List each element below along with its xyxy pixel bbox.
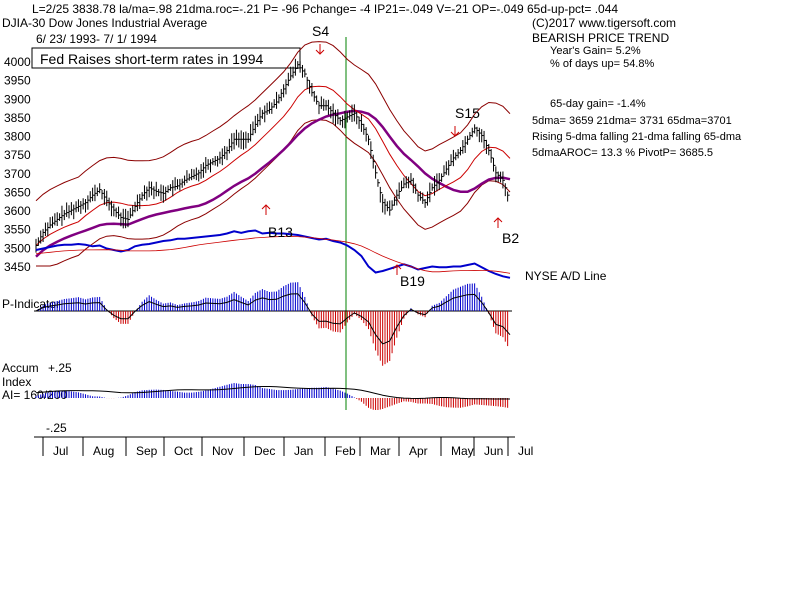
month-label: Dec xyxy=(254,444,275,458)
month-label: Sep xyxy=(136,444,158,458)
signal-label: B2 xyxy=(502,230,519,246)
index-name: DJIA-30 Dow Jones Industrial Average xyxy=(2,16,208,30)
ma21-line xyxy=(35,85,511,246)
annotation-text: Fed Raises short-term rates in 1994 xyxy=(40,51,264,67)
sell-arrow xyxy=(315,44,325,55)
ad-line-label: NYSE A/D Line xyxy=(525,269,607,283)
sell-arrow xyxy=(450,126,460,137)
signal-label: B19 xyxy=(400,273,425,289)
y-tick-label: 3650 xyxy=(4,185,31,199)
x-axis-months: Jul Aug Sep Oct Nov Dec Jan Feb Mar Apr May Jun Jul xyxy=(42,437,533,458)
buy-arrow xyxy=(261,204,271,215)
accum-minus-label: -.25 xyxy=(46,421,67,435)
upper-band xyxy=(35,41,511,202)
accum-ma-line xyxy=(35,386,511,400)
month-label: Jul xyxy=(518,444,533,458)
y-tick-label: 3950 xyxy=(4,74,31,88)
copyright-text: (C)2017 www.tigersoft.com xyxy=(532,16,676,30)
stat-65day-gain: 65-day gain= -1.4% xyxy=(550,98,646,110)
accum-index-bars xyxy=(35,383,511,410)
stat-days-up: % of days up= 54.8% xyxy=(550,58,654,70)
trend-label: BEARISH PRICE TREND xyxy=(532,31,669,45)
y-tick-label: 3850 xyxy=(4,111,31,125)
signal-markers: S4 S15 B13 B19 B2 xyxy=(261,23,519,289)
buy-arrow xyxy=(493,217,503,228)
signal-label: S15 xyxy=(455,105,480,121)
stat-dma-direction: Rising 5-dma falling 21-dma falling 65-d… xyxy=(532,131,742,143)
month-label: Oct xyxy=(174,444,193,458)
stat-year-gain: Year's Gain= 5.2% xyxy=(550,45,641,57)
month-label: Aug xyxy=(93,444,114,458)
index-label: Index xyxy=(2,375,31,389)
y-tick-label: 3600 xyxy=(4,204,31,218)
y-tick-label: 3450 xyxy=(4,260,31,274)
y-tick-label: 3800 xyxy=(4,130,31,144)
month-label: Feb xyxy=(335,444,356,458)
y-tick-label: 3700 xyxy=(4,167,31,181)
ad-line-series xyxy=(35,229,511,279)
p-indicator-outline xyxy=(35,293,511,345)
y-tick-label: 3900 xyxy=(4,92,31,106)
month-label: Jan xyxy=(294,444,313,458)
moving-averages xyxy=(35,85,511,258)
y-axis-ticks: 4000 3950 3900 3850 3800 3750 3700 3650 3600 3550… xyxy=(4,55,31,274)
price-bars xyxy=(35,58,510,253)
signal-label: S4 xyxy=(312,23,329,39)
month-label: Apr xyxy=(409,444,428,458)
month-label: Mar xyxy=(370,444,391,458)
y-tick-label: 3750 xyxy=(4,148,31,162)
p-indicator-bars xyxy=(35,282,511,366)
accum-plus-label: +.25 xyxy=(48,361,72,375)
signal-label: B13 xyxy=(268,224,293,240)
month-label: Nov xyxy=(212,444,233,458)
y-tick-label: 3500 xyxy=(4,241,31,255)
stat-dma-values: 5dma= 3659 21dma= 3731 65dma=3701 xyxy=(532,115,732,127)
ad-ma-line xyxy=(35,235,511,274)
month-label: May xyxy=(451,444,474,458)
annotation-box xyxy=(31,47,301,69)
accum-label: Accum xyxy=(2,361,39,375)
date-range: 6/ 23/ 1993- 7/ 1/ 1994 xyxy=(36,32,157,46)
header-line: L=2/25 3838.78 la/ma=.98 21dma.roc=-.21 … xyxy=(32,2,618,16)
buy-arrow xyxy=(392,264,402,275)
month-label: Jul xyxy=(53,444,68,458)
p-indicator-label: P-Indicator xyxy=(2,297,60,311)
y-tick-label: 3550 xyxy=(4,223,31,237)
month-label: Jun xyxy=(484,444,503,458)
stat-aroc-pivot: 5dmaAROC= 13.3 % PivotP= 3685.5 xyxy=(532,147,713,159)
y-tick-label: 4000 xyxy=(4,55,31,69)
ma65-line xyxy=(35,109,511,258)
